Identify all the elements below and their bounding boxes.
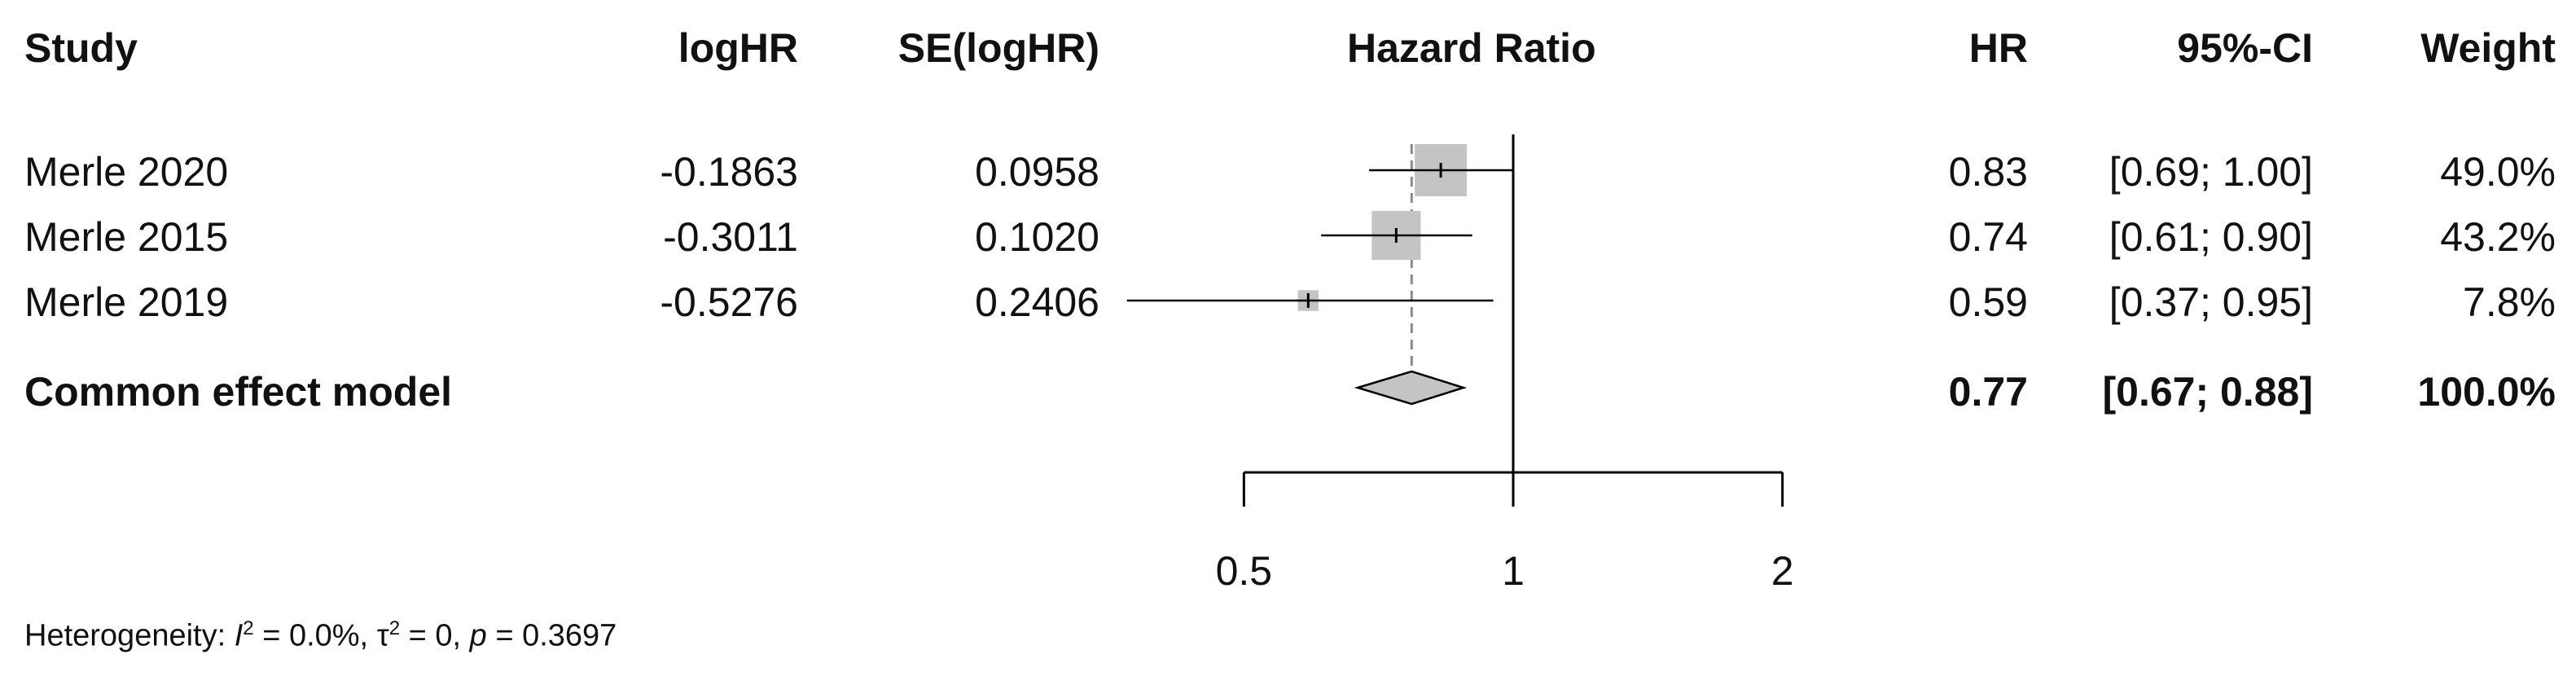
study-hr: 0.59 (1948, 279, 2028, 325)
pooled-weight: 100.0% (2417, 369, 2556, 415)
het-prefix: Heterogeneity: (24, 618, 235, 653)
study-name: Merle 2019 (24, 279, 229, 325)
study-weight: 49.0% (2440, 149, 2556, 195)
header-loghr: logHR (678, 25, 798, 71)
het-tau2-symbol: τ (376, 618, 389, 653)
pooled-name: Common effect model (24, 369, 453, 415)
header-weight: Weight (2420, 25, 2556, 71)
header-ci: 95%-CI (2177, 25, 2313, 71)
het-i2-value: = 0.0%, (253, 618, 377, 653)
header-se: SE(logHR) (897, 25, 1099, 71)
header-study: Study (24, 25, 138, 71)
study-ci: [0.37; 0.95] (2109, 279, 2313, 325)
study-name: Merle 2020 (24, 149, 229, 195)
pooled-ci: [0.67; 0.88] (2102, 369, 2313, 415)
study-ci: [0.69; 1.00] (2109, 149, 2313, 195)
x-tick-label: 1 (1502, 548, 1525, 594)
het-p-symbol: p (469, 618, 487, 653)
heterogeneity-text: Heterogeneity: I2 = 0.0%, τ2 = 0, p = 0.… (24, 617, 617, 653)
x-tick-label: 0.5 (1215, 548, 1273, 594)
study-hr: 0.83 (1948, 149, 2028, 195)
study-hr: 0.74 (1948, 214, 2028, 260)
study-se: 0.1020 (975, 214, 1099, 260)
study-weight: 43.2% (2440, 214, 2556, 260)
study-loghr: -0.3011 (663, 214, 798, 260)
het-i2-symbol: I (234, 618, 244, 653)
study-loghr: -0.5276 (660, 279, 798, 325)
study-weight: 7.8% (2463, 279, 2556, 325)
pooled-diamond (1354, 370, 1468, 406)
study-name: Merle 2015 (24, 214, 229, 260)
x-tick-label: 2 (1771, 548, 1794, 594)
study-ci: [0.61; 0.90] (2109, 214, 2313, 260)
study-loghr: -0.1863 (660, 149, 798, 195)
study-se: 0.0958 (975, 149, 1099, 195)
het-tau2-value: = 0, (400, 618, 470, 653)
header-hazard-ratio: Hazard Ratio (1347, 25, 1596, 71)
study-se: 0.2406 (975, 279, 1099, 325)
header-hr: HR (1968, 25, 2028, 71)
pooled-hr: 0.77 (1948, 369, 2028, 415)
het-p-value: = 0.3697 (486, 618, 617, 653)
